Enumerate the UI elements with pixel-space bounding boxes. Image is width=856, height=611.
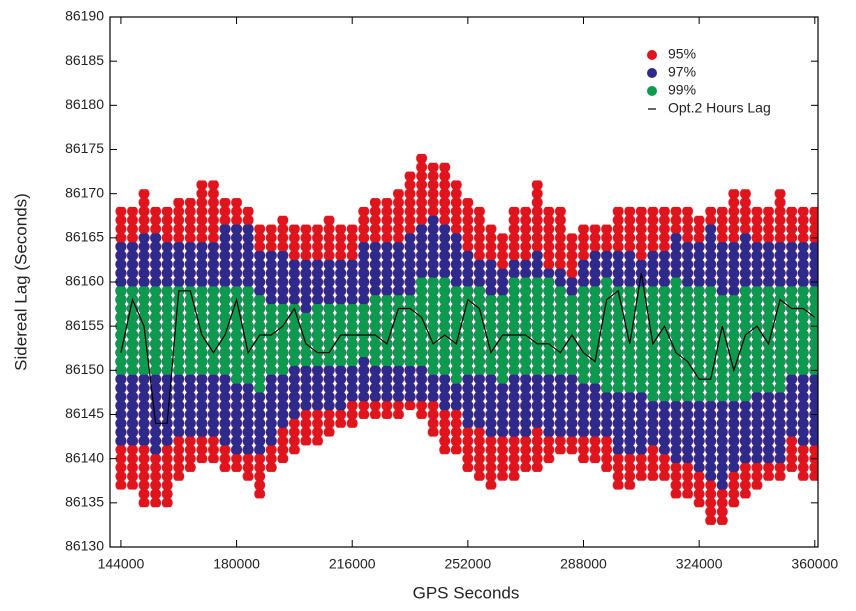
x-tick-label: 216000 xyxy=(329,556,376,572)
range-column xyxy=(265,304,278,375)
range-column xyxy=(704,286,717,402)
range-column xyxy=(172,286,185,375)
range-column xyxy=(311,304,324,366)
x-tick-label: 288000 xyxy=(560,556,607,572)
range-column xyxy=(381,295,393,366)
legend-label: 97% xyxy=(668,64,696,80)
range-column xyxy=(253,295,266,393)
range-column xyxy=(485,295,497,375)
y-tick-label: 86130 xyxy=(65,538,104,554)
range-column xyxy=(196,286,208,375)
x-tick-label: 180000 xyxy=(213,556,260,572)
lag-line xyxy=(120,273,816,424)
range-column xyxy=(126,286,139,375)
x-tick-label: 252000 xyxy=(444,556,491,572)
range-column xyxy=(496,295,509,384)
range-column xyxy=(438,277,451,375)
range-column xyxy=(404,295,416,366)
range-column xyxy=(623,286,636,393)
range-column xyxy=(785,286,798,375)
y-tick-label: 86190 xyxy=(65,8,104,24)
range-column xyxy=(762,286,775,393)
range-column xyxy=(670,277,682,402)
x-axis-label: GPS Seconds xyxy=(413,583,520,602)
x-tick-label: 324000 xyxy=(676,556,723,572)
range-column xyxy=(184,286,197,375)
range-column xyxy=(577,286,590,384)
range-column xyxy=(207,286,220,375)
y-tick-label: 86175 xyxy=(65,140,104,156)
range-column xyxy=(554,286,567,375)
y-tick-label: 86160 xyxy=(65,273,104,289)
range-column xyxy=(462,286,474,375)
range-column xyxy=(531,277,544,375)
range-column xyxy=(300,312,312,366)
y-tick-label: 86165 xyxy=(65,229,104,245)
range-column xyxy=(612,286,624,393)
plot-area xyxy=(115,153,818,525)
x-tick-label: 360000 xyxy=(791,556,838,572)
y-tick-label: 86150 xyxy=(65,361,104,377)
legend-label: Opt.2 Hours Lag xyxy=(668,100,771,116)
range-column xyxy=(473,286,486,375)
range-column xyxy=(751,286,763,393)
range-column xyxy=(230,286,243,384)
y-tick-label: 86145 xyxy=(65,405,104,421)
range-column xyxy=(161,286,173,375)
range-column xyxy=(115,286,127,375)
legend-marker xyxy=(647,68,657,78)
range-column xyxy=(728,295,740,402)
legend-marker xyxy=(647,86,657,96)
range-column xyxy=(600,277,613,393)
range-column xyxy=(809,286,818,375)
range-column xyxy=(508,277,520,375)
range-column xyxy=(288,304,301,366)
range-column xyxy=(323,304,335,366)
range-column xyxy=(658,286,671,402)
legend-marker xyxy=(647,50,657,60)
range-column xyxy=(369,295,382,366)
range-column xyxy=(681,286,694,402)
y-tick-label: 86180 xyxy=(65,96,104,112)
range-column xyxy=(635,286,648,393)
range-column xyxy=(739,286,752,402)
legend-label: 95% xyxy=(668,46,696,62)
y-tick-label: 86185 xyxy=(65,52,104,68)
range-column xyxy=(149,286,162,375)
x-tick-label: 144000 xyxy=(98,556,145,572)
range-column xyxy=(242,286,254,384)
range-column xyxy=(716,295,729,402)
y-tick-label: 86135 xyxy=(65,494,104,510)
legend-label: 99% xyxy=(668,82,696,98)
range-column xyxy=(219,286,231,375)
range-column xyxy=(415,277,428,366)
y-tick-label: 86170 xyxy=(65,184,104,200)
range-column xyxy=(392,295,405,366)
range-column xyxy=(797,286,810,375)
range-column xyxy=(357,304,370,358)
range-column xyxy=(693,286,705,402)
range-column xyxy=(774,286,786,393)
y-tick-label: 86155 xyxy=(65,317,104,333)
range-column xyxy=(519,277,532,375)
y-axis-label: Sidereal Lag (Seconds) xyxy=(11,193,30,371)
range-column xyxy=(589,286,601,384)
range-column xyxy=(277,304,289,375)
range-column xyxy=(450,286,463,384)
y-tick-label: 86140 xyxy=(65,449,104,465)
range-column xyxy=(427,277,439,375)
range-column xyxy=(543,277,555,375)
